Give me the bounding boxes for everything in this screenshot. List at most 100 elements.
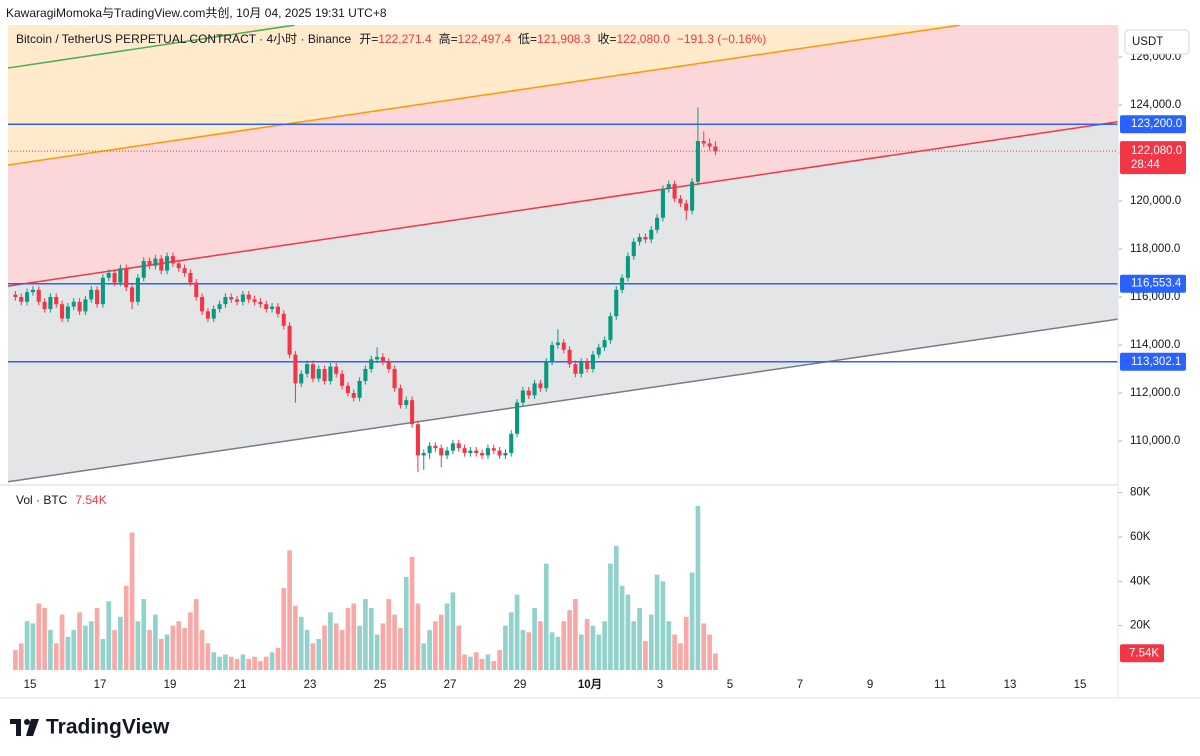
candle-body: [567, 349, 572, 365]
candle-body: [421, 452, 426, 456]
candle-body: [474, 450, 479, 453]
candle-body: [147, 260, 152, 266]
candle-body: [585, 361, 590, 369]
volume-last-label: 7.54K: [1129, 647, 1159, 659]
volume-bar: [683, 616, 689, 670]
candle-body: [328, 366, 333, 381]
x-tick-label: 7: [797, 679, 803, 691]
volume-bar: [36, 603, 42, 670]
candle-body: [48, 296, 53, 309]
candle-body: [351, 392, 356, 398]
volume-bar: [409, 556, 415, 670]
volume-bar: [199, 630, 205, 670]
y-tick-label: 124,000.0: [1130, 99, 1181, 111]
candle-body: [188, 272, 193, 283]
candle-body: [485, 448, 490, 456]
legend-text: 122,080.0: [616, 32, 670, 46]
candle-body: [60, 304, 65, 319]
candle-body: [264, 304, 269, 309]
x-tick-label: 15: [1074, 679, 1087, 691]
volume-bar: [205, 643, 211, 670]
candle-body: [462, 448, 467, 453]
volume-bar: [129, 532, 135, 670]
candle-body: [491, 448, 496, 451]
volume-bar: [643, 641, 648, 670]
candle-body: [579, 361, 584, 374]
candle-body: [707, 143, 712, 147]
volume-bar: [427, 630, 432, 670]
candle-body: [655, 217, 660, 230]
channel-fill: [8, 121, 1118, 482]
volume-bar: [660, 581, 666, 670]
volume-bar: [462, 654, 467, 670]
volume-bar: [170, 625, 176, 670]
volume-bar: [94, 607, 100, 670]
volume-bar: [246, 658, 252, 670]
volume-bar: [42, 607, 47, 670]
candle-body: [456, 443, 461, 449]
candle-body: [19, 296, 24, 302]
volume-bar: [479, 658, 485, 670]
volume-bar: [444, 603, 450, 670]
candle-body: [194, 282, 199, 297]
volume-bar: [18, 643, 24, 670]
candle-body: [211, 308, 216, 319]
trend-line: [8, 25, 295, 69]
volume-bar: [549, 632, 555, 670]
candle-body: [310, 364, 315, 379]
volume-bar: [491, 661, 497, 670]
volume-bar: [328, 612, 333, 670]
candle-body: [503, 452, 508, 456]
candle-body: [170, 256, 175, 264]
candle-body: [631, 241, 636, 257]
currency-button[interactable]: [1124, 29, 1190, 55]
candle-body: [141, 260, 146, 278]
volume-bar: [415, 603, 421, 670]
volume-bar: [193, 599, 199, 670]
candle-body: [625, 256, 630, 278]
volume-bar: [164, 634, 170, 670]
level-label-box: [1120, 115, 1186, 134]
candle-body: [573, 364, 578, 374]
candle-body: [42, 301, 47, 309]
x-tick-label: 19: [164, 679, 177, 691]
header: KawaragiMomoka与TradingView.com共创, 10月 04…: [6, 6, 387, 20]
candle-body: [89, 289, 94, 300]
legend-text: Vol · BTC: [16, 493, 68, 507]
volume-bar: [106, 601, 112, 670]
legend-text: Bitcoin / TetherUS PERPETUAL CONTRACT · …: [16, 32, 352, 46]
candle-body: [217, 304, 222, 309]
volume-bar: [561, 621, 567, 670]
legend-text: 开=: [359, 32, 378, 46]
level-label: 116,553.4: [1131, 278, 1182, 290]
x-tick-label: 21: [234, 679, 247, 691]
volume-bar: [392, 614, 397, 670]
volume-bar: [59, 614, 65, 670]
candle-body: [672, 184, 677, 199]
volume-bar: [526, 632, 532, 670]
volume-bar: [322, 625, 327, 670]
volume-bar: [497, 650, 502, 670]
legend-text: 7.54K: [75, 493, 106, 507]
x-tick-label: 17: [94, 679, 107, 691]
volume-bar: [240, 654, 246, 670]
trend-line: [8, 121, 1118, 287]
legend-text: 122,271.4: [378, 32, 432, 46]
y-tick-label: 120,000.0: [1130, 195, 1181, 207]
candle-body: [398, 388, 403, 405]
volume-bar: [648, 614, 654, 670]
volume-last-box: [1120, 644, 1164, 663]
candle-body: [281, 313, 286, 326]
candle-body: [608, 316, 613, 341]
candle-body: [240, 294, 245, 302]
volume-tick-label: 80K: [1130, 487, 1151, 499]
y-tick-label: 114,000.0: [1130, 339, 1180, 351]
candle-body: [538, 383, 543, 389]
currency[interactable]: USDT: [1132, 36, 1163, 48]
volume-bar: [672, 634, 677, 670]
candle-body: [71, 301, 76, 307]
candle-body: [526, 390, 531, 396]
candle-body: [515, 402, 520, 434]
candle-body: [246, 294, 251, 300]
countdown: 28:44: [1131, 159, 1160, 171]
